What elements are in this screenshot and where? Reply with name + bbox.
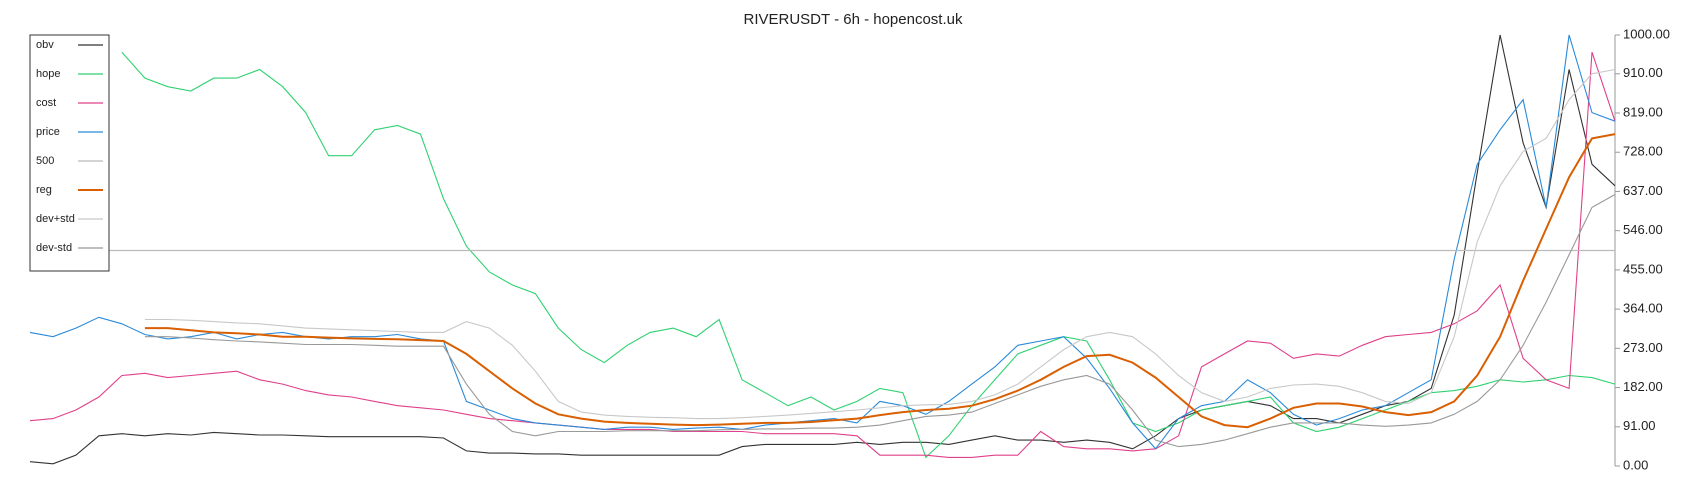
- series-line: [144, 68, 1616, 420]
- y-tick-label: 728.00: [1623, 144, 1663, 159]
- chart-title: RIVERUSDT - 6h - hopencost.uk: [744, 11, 963, 28]
- y-tick-label: 546.00: [1623, 222, 1663, 237]
- series-line: [29, 34, 1616, 465]
- series-line: [144, 133, 1616, 429]
- legend-label: dev+std: [36, 213, 75, 225]
- y-tick-label: 0.00: [1623, 457, 1648, 472]
- series-line: [121, 51, 1616, 459]
- y-tick-label: 91.00: [1623, 418, 1656, 433]
- y-tick-label: 637.00: [1623, 183, 1663, 198]
- y-tick-label: 910.00: [1623, 65, 1663, 80]
- legend: obv hope cost price 500 reg dev+std dev-std: [29, 34, 110, 272]
- legend-label: cost: [36, 97, 56, 109]
- y-tick-label: 182.00: [1623, 379, 1663, 394]
- y-tick-label: 455.00: [1623, 261, 1663, 276]
- legend-label: price: [36, 126, 60, 138]
- y-tick-label: 364.00: [1623, 301, 1663, 316]
- y-tick-label: 273.00: [1623, 340, 1663, 355]
- series-line: [29, 52, 1616, 458]
- legend-label: reg: [36, 184, 52, 196]
- y-tick-label: 819.00: [1623, 104, 1663, 119]
- legend-label: dev-std: [36, 242, 72, 254]
- legend-label: hope: [36, 68, 60, 80]
- series-line: [144, 194, 1616, 448]
- legend-label: obv: [36, 39, 54, 51]
- y-tick-label: 1000.00: [1623, 26, 1670, 41]
- legend-label: 500: [36, 155, 54, 167]
- series-line: [29, 34, 1616, 450]
